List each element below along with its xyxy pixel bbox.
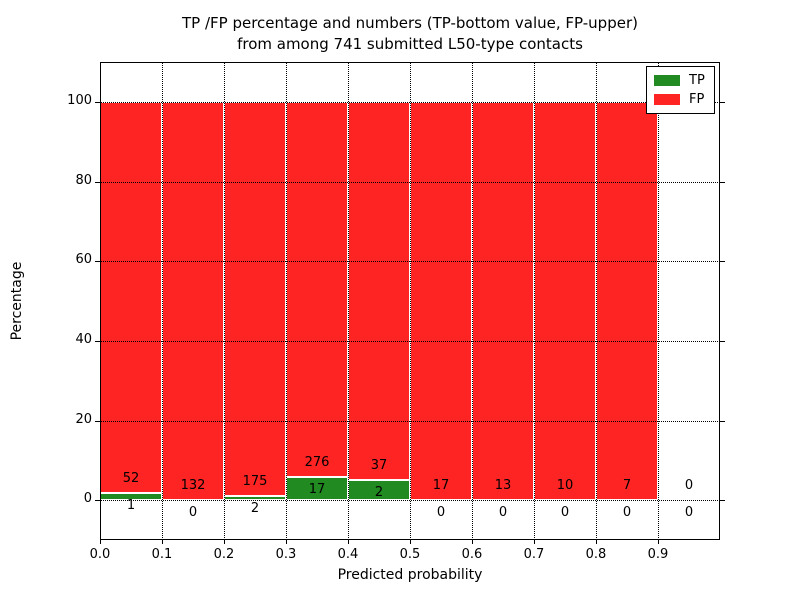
legend-row: TP bbox=[654, 73, 707, 88]
legend-label: FP bbox=[689, 92, 705, 107]
y-tick-label: 0 bbox=[83, 491, 92, 507]
legend-row: FP bbox=[654, 92, 707, 107]
chart-title-line1: TP /FP percentage and numbers (TP-bottom… bbox=[182, 14, 638, 32]
x-tick-label: 0.5 bbox=[399, 547, 421, 562]
y-axis-label: Percentage bbox=[9, 261, 25, 341]
x-tick-mark bbox=[534, 540, 535, 544]
x-tick-label: 0.4 bbox=[337, 547, 359, 562]
legend-swatch-tp bbox=[654, 75, 680, 86]
y-tick-label: 80 bbox=[75, 172, 92, 188]
x-tick-label: 0.0 bbox=[89, 547, 111, 562]
x-tick-label: 0.8 bbox=[585, 547, 607, 562]
y-tick-mark-right bbox=[720, 181, 725, 183]
x-tick-label: 0.2 bbox=[213, 547, 235, 562]
x-tick-mark bbox=[286, 540, 287, 544]
chart-title: TP /FP percentage and numbers (TP-bottom… bbox=[100, 13, 720, 55]
y-tick-mark-right bbox=[720, 420, 725, 422]
legend-swatch-fp bbox=[654, 94, 680, 105]
plot-area bbox=[100, 62, 720, 540]
y-tick-label: 60 bbox=[75, 252, 92, 268]
x-tick-mark bbox=[596, 540, 597, 544]
x-tick-mark bbox=[100, 540, 101, 544]
y-tick-label: 100 bbox=[67, 92, 92, 108]
x-tick-mark bbox=[348, 540, 349, 544]
x-tick-label: 0.3 bbox=[275, 547, 297, 562]
legend: TP FP bbox=[646, 66, 715, 114]
x-axis-label: Predicted probability bbox=[337, 567, 483, 583]
x-tick-label: 0.7 bbox=[523, 547, 545, 562]
y-tick-label: 20 bbox=[75, 411, 92, 427]
x-tick-mark bbox=[410, 540, 411, 544]
x-tick-label: 0.1 bbox=[151, 547, 173, 562]
x-tick-mark bbox=[472, 540, 473, 544]
y-tick-mark-right bbox=[720, 340, 725, 342]
chart-title-line2: from among 741 submitted L50-type contac… bbox=[237, 35, 583, 53]
y-tick-label: 40 bbox=[75, 331, 92, 347]
legend-label: TP bbox=[689, 73, 705, 88]
y-tick-mark-right bbox=[720, 500, 725, 502]
x-tick-mark bbox=[224, 540, 225, 544]
x-tick-label: 0.6 bbox=[461, 547, 483, 562]
x-tick-mark bbox=[658, 540, 659, 544]
y-tick-mark-right bbox=[720, 101, 725, 103]
x-tick-label: 0.9 bbox=[647, 547, 669, 562]
x-tick-mark bbox=[162, 540, 163, 544]
y-tick-mark-right bbox=[720, 261, 725, 263]
